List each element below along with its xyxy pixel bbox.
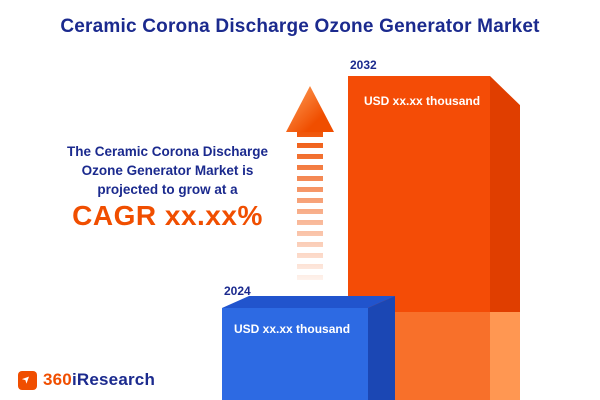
page-title: Ceramic Corona Discharge Ozone Generator… [60, 16, 540, 37]
growth-arrow-dashed-body [297, 132, 323, 284]
bar-2024-value-label: USD xx.xx thousand [234, 322, 351, 336]
bar-2032-year-label: 2032 [350, 58, 377, 72]
description-line-3: projected to grow at a [97, 182, 238, 197]
bar-2024-year-label: 2024 [224, 284, 251, 298]
growth-description: The Ceramic Corona Discharge Ozone Gener… [30, 142, 305, 231]
logo-number: 360 [43, 370, 72, 389]
description-line-1: The Ceramic Corona Discharge [66, 144, 269, 159]
logo-text: 360iResearch [43, 370, 155, 390]
description-line-2: Ozone Generator Market is [81, 163, 254, 178]
bar-2024-top-face [222, 296, 395, 308]
growth-arrow-head-icon [286, 86, 334, 132]
bar-2032-value-label: USD xx.xx thousand [364, 94, 481, 108]
brand-logo: ➤ 360iResearch [18, 370, 155, 390]
logo-name: iResearch [71, 370, 156, 389]
bar-2032-side-face [490, 76, 520, 400]
cagr-value: CAGR xx.xx% [72, 200, 263, 231]
logo-arrow-icon: ➤ [18, 370, 37, 390]
bar-2024-front-face [222, 308, 368, 400]
bar-2024-side-face [368, 296, 395, 400]
